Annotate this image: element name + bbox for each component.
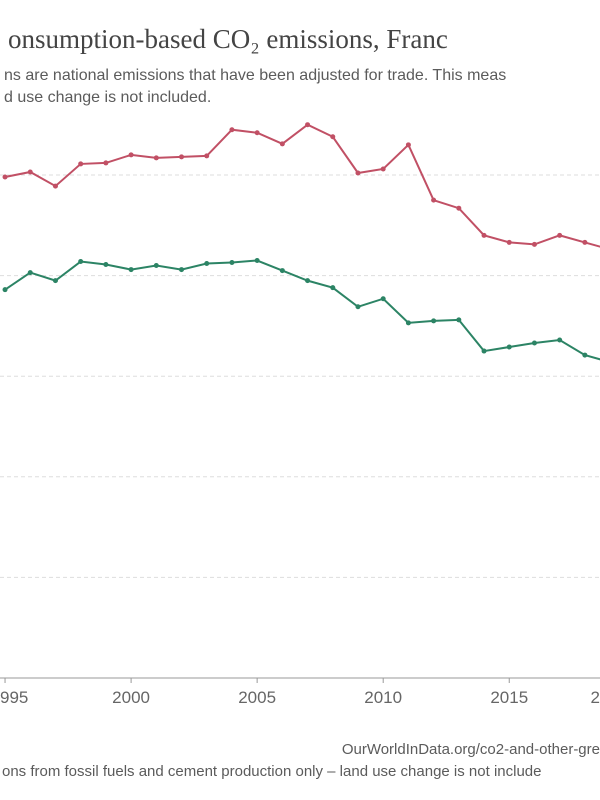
data-point bbox=[153, 155, 159, 161]
data-point bbox=[179, 267, 185, 273]
data-point bbox=[27, 169, 33, 175]
series-line bbox=[4, 123, 600, 248]
data-point bbox=[456, 205, 462, 211]
x-tick-label: 2010 bbox=[364, 688, 402, 707]
data-point bbox=[229, 260, 235, 266]
x-tick-label: 2 bbox=[591, 688, 600, 707]
data-point bbox=[431, 197, 437, 203]
data-point bbox=[506, 344, 512, 350]
data-point bbox=[229, 127, 235, 133]
plot-area bbox=[0, 122, 600, 683]
data-point bbox=[355, 304, 361, 310]
data-point bbox=[431, 318, 437, 324]
data-point bbox=[582, 352, 588, 358]
data-point bbox=[2, 174, 8, 180]
data-point bbox=[330, 134, 336, 140]
data-point bbox=[179, 154, 185, 160]
data-point bbox=[52, 278, 58, 284]
data-point bbox=[103, 160, 109, 166]
data-point bbox=[481, 232, 487, 238]
data-point bbox=[456, 317, 462, 323]
data-point bbox=[531, 340, 537, 346]
data-point bbox=[506, 239, 512, 245]
data-point bbox=[405, 142, 411, 148]
chart-subtitle: ns are national emissions that have been… bbox=[4, 67, 506, 84]
data-point bbox=[204, 261, 210, 267]
data-point bbox=[557, 337, 563, 343]
data-point bbox=[405, 320, 411, 326]
data-point bbox=[254, 130, 260, 136]
chart-title: onsumption-based CO₂ emissions, Franc bbox=[8, 24, 448, 54]
data-point bbox=[2, 287, 8, 293]
data-point bbox=[531, 241, 537, 247]
data-point bbox=[355, 170, 361, 176]
data-point bbox=[557, 232, 563, 238]
x-tick-label: 995 bbox=[0, 688, 28, 707]
data-point bbox=[103, 262, 109, 268]
data-point bbox=[305, 278, 311, 284]
data-point bbox=[279, 141, 285, 147]
data-point bbox=[330, 285, 336, 291]
x-tick-label: 2015 bbox=[490, 688, 528, 707]
chart-subtitle: d use change is not included. bbox=[4, 89, 211, 106]
data-point bbox=[305, 122, 311, 128]
data-point bbox=[153, 263, 159, 269]
source: OurWorldInData.org/co2-and-other-gre bbox=[342, 741, 600, 758]
data-point bbox=[78, 259, 84, 265]
data-point bbox=[204, 153, 210, 159]
data-point bbox=[52, 183, 58, 189]
data-point bbox=[481, 348, 487, 354]
note: ons from fossil fuels and cement product… bbox=[2, 763, 542, 780]
x-tick-label: 2000 bbox=[112, 688, 150, 707]
data-point bbox=[380, 296, 386, 302]
data-point bbox=[78, 161, 84, 167]
data-point bbox=[279, 268, 285, 274]
data-point bbox=[128, 152, 134, 158]
data-point bbox=[254, 258, 260, 264]
x-tick-label: 2005 bbox=[238, 688, 276, 707]
data-point bbox=[128, 267, 134, 273]
data-point bbox=[27, 270, 33, 276]
data-point bbox=[582, 239, 588, 245]
data-point bbox=[380, 166, 386, 172]
